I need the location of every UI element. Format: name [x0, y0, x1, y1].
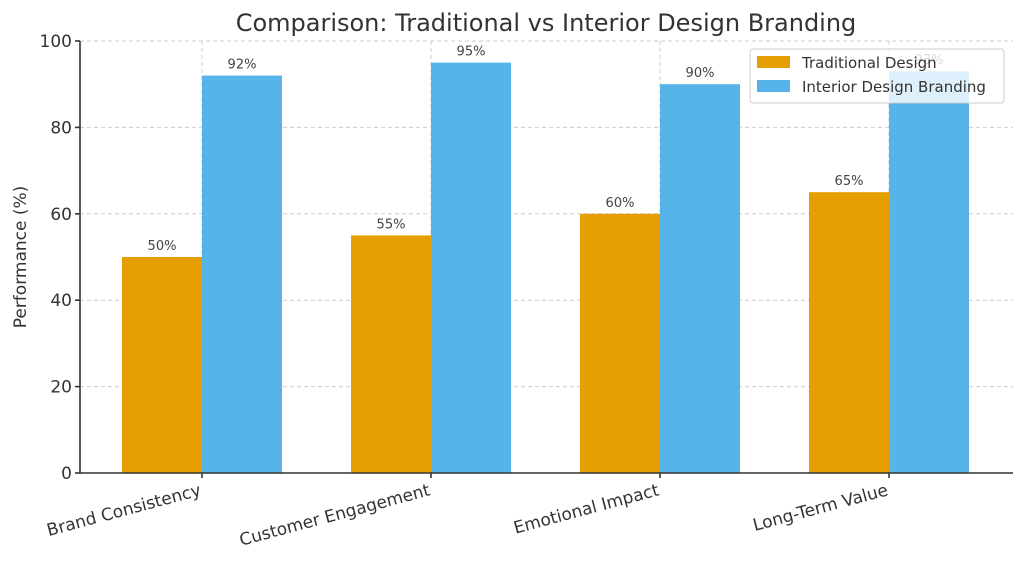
- y-tick-label: 0: [61, 464, 72, 484]
- x-tick-label: Customer Engagement: [237, 480, 432, 550]
- legend-label: Interior Design Branding: [802, 78, 986, 96]
- x-tick-label: Long-Term Value: [751, 481, 890, 536]
- bar-interior-design-branding: [889, 71, 969, 474]
- legend-label: Traditional Design: [801, 54, 937, 72]
- legend-swatch: [757, 80, 790, 92]
- data-label: 60%: [606, 196, 635, 211]
- bar-traditional-design: [580, 213, 660, 474]
- data-label: 50%: [148, 239, 177, 254]
- bar-traditional-design: [122, 257, 202, 473]
- y-tick-label: 100: [40, 32, 72, 52]
- data-label: 92%: [228, 58, 257, 73]
- bar-interior-design-branding: [431, 62, 511, 473]
- legend-box: [749, 48, 1005, 104]
- y-tick-label: 40: [50, 291, 72, 311]
- data-label: 95%: [457, 45, 486, 60]
- bar-traditional-design: [351, 235, 431, 473]
- bar-interior-design-branding: [660, 84, 740, 473]
- legend-swatch: [757, 56, 790, 68]
- data-label: 55%: [377, 217, 406, 232]
- y-axis-label: Performance (%): [11, 186, 31, 329]
- chart-title: Comparison: Traditional vs Interior Desi…: [236, 9, 857, 37]
- bars: [122, 62, 969, 474]
- data-label: 90%: [686, 66, 715, 81]
- bar-traditional-design: [809, 192, 889, 473]
- x-tick-label: Emotional Impact: [512, 480, 662, 538]
- x-tick-label: Brand Consistency: [45, 481, 204, 541]
- y-tick-label: 60: [50, 205, 72, 225]
- bar-interior-design-branding: [202, 75, 282, 473]
- y-tick-label: 20: [50, 378, 72, 398]
- data-label: 65%: [835, 174, 864, 189]
- legend: Traditional Design Interior Design Brandi…: [749, 48, 1005, 104]
- y-tick-label: 80: [50, 118, 72, 138]
